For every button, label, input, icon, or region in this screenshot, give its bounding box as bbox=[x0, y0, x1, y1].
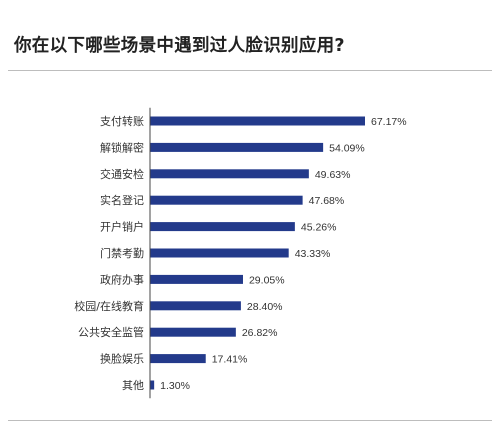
bar bbox=[150, 354, 206, 364]
category-labels: 支付转账解锁解密交通安检实名登记开户销户门禁考勤政府办事校园/在线教育公共安全监… bbox=[74, 114, 144, 392]
value-label: 26.82% bbox=[242, 327, 278, 339]
bars bbox=[150, 116, 365, 390]
bottom-divider bbox=[8, 420, 492, 421]
bar bbox=[150, 169, 309, 179]
category-label: 支付转账 bbox=[100, 114, 144, 128]
bar bbox=[150, 116, 365, 126]
bar bbox=[150, 327, 236, 337]
value-label: 28.40% bbox=[247, 301, 283, 313]
category-label: 开户销户 bbox=[100, 220, 144, 234]
category-label: 政府办事 bbox=[100, 272, 144, 286]
bar bbox=[150, 195, 303, 205]
bar bbox=[150, 274, 243, 284]
value-labels: 67.17% 54.09% 49.63% 47.68% 45.26% 43.33% 29.0… bbox=[160, 116, 406, 392]
bar bbox=[150, 301, 241, 311]
category-label: 解锁解密 bbox=[100, 140, 144, 154]
title-divider bbox=[8, 70, 492, 71]
category-label: 交通安检 bbox=[100, 167, 144, 181]
bar bbox=[150, 380, 155, 390]
value-label: 49.63% bbox=[315, 169, 351, 181]
category-label: 其他 bbox=[122, 379, 144, 392]
bar bbox=[150, 222, 295, 232]
value-label: 17.41% bbox=[212, 354, 248, 366]
category-label: 门禁考勤 bbox=[100, 246, 144, 260]
category-label: 校园/在线教育 bbox=[74, 299, 144, 313]
category-label: 实名登记 bbox=[100, 193, 144, 207]
bar bbox=[150, 248, 289, 258]
category-label: 公共安全监管 bbox=[78, 325, 144, 339]
value-label: 1.30% bbox=[160, 380, 190, 392]
value-label: 43.33% bbox=[295, 248, 331, 260]
value-label: 54.09% bbox=[329, 142, 365, 154]
value-label: 45.26% bbox=[301, 222, 337, 234]
value-label: 47.68% bbox=[309, 195, 345, 207]
bar bbox=[150, 142, 324, 152]
value-label: 67.17% bbox=[371, 116, 407, 128]
chart-title: 你在以下哪些场景中遇到过人脸识别应用? bbox=[14, 36, 345, 56]
value-label: 29.05% bbox=[249, 274, 285, 286]
category-label: 换脸娱乐 bbox=[100, 352, 144, 366]
